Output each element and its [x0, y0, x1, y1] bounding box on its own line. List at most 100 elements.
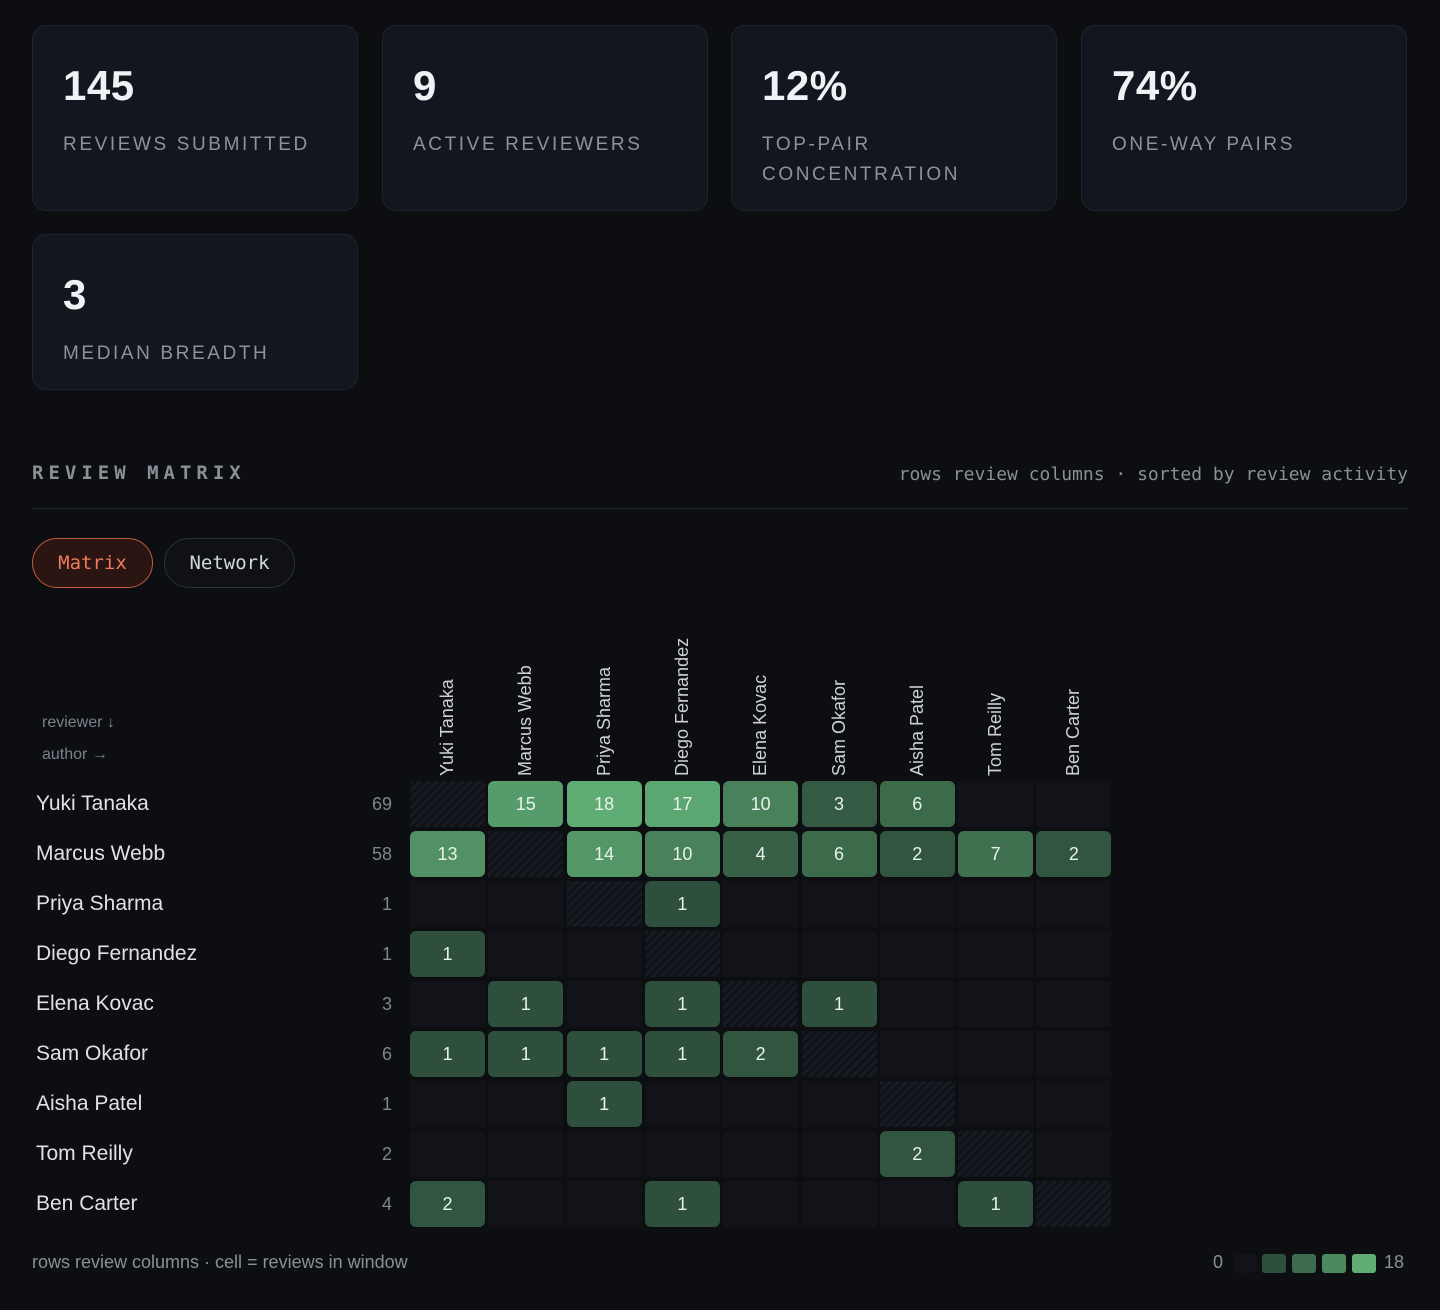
matrix-cell[interactable]: 1	[566, 1031, 642, 1077]
matrix-cell[interactable]: 1	[644, 881, 720, 927]
matrix-cell-empty	[566, 1131, 642, 1177]
matrix-cell-empty	[566, 1181, 642, 1227]
matrix-cell-empty	[958, 1081, 1034, 1127]
matrix-cell-diagonal	[958, 1131, 1034, 1177]
section-title: REVIEW MATRIX	[32, 462, 246, 484]
matrix-cell[interactable]: 3	[801, 781, 877, 827]
matrix-cell-empty	[566, 981, 642, 1027]
row-label: Marcus Webb	[36, 842, 166, 865]
reviewer-axis-hint: reviewer ↓	[42, 714, 115, 731]
matrix-cell[interactable]: 1	[410, 931, 485, 977]
stat-card-median-breadth: 3 MEDIAN BREADTH	[32, 234, 358, 390]
matrix-cell[interactable]: 2	[879, 1131, 955, 1177]
column-label: Diego Fernandez	[671, 637, 692, 776]
matrix-cell-empty	[1036, 1081, 1112, 1127]
column-label: Ben Carter	[1063, 688, 1084, 776]
matrix-cell-empty	[488, 1181, 564, 1227]
matrix-cell-empty	[879, 881, 955, 927]
column-label: Sam Okafor	[828, 679, 849, 776]
matrix-cell[interactable]: 7	[958, 831, 1034, 877]
row-label: Priya Sharma	[36, 892, 164, 915]
row-label: Diego Fernandez	[36, 942, 198, 965]
matrix-cell-empty	[958, 981, 1034, 1027]
matrix-cell[interactable]: 2	[723, 1031, 799, 1077]
stat-label: TOP-PAIR CONCENTRATION	[762, 134, 961, 185]
stat-label: MEDIAN BREADTH	[63, 343, 270, 364]
matrix-cell-empty	[958, 931, 1034, 977]
matrix-cell-diagonal	[801, 1031, 877, 1077]
section-divider	[32, 508, 1408, 509]
matrix-cell[interactable]: 2	[879, 831, 955, 877]
matrix-cell[interactable]: 1	[801, 981, 877, 1027]
matrix-cell-empty	[723, 1081, 799, 1127]
matrix-cell-diagonal	[410, 781, 485, 827]
matrix-cell[interactable]: 6	[801, 831, 877, 877]
matrix-cell-empty	[801, 1131, 877, 1177]
matrix-cell-diagonal	[488, 831, 564, 877]
matrix-cell-empty	[801, 1081, 877, 1127]
matrix-cell-empty	[488, 931, 564, 977]
matrix-cell[interactable]: 1	[644, 981, 720, 1027]
matrix-cell[interactable]: 1	[644, 1181, 720, 1227]
matrix-cell[interactable]: 10	[723, 781, 799, 827]
matrix-cell-empty	[879, 1181, 955, 1227]
row-total: 6	[381, 1044, 392, 1064]
matrix-cell-empty	[644, 1131, 720, 1177]
stat-label: REVIEWS SUBMITTED	[63, 134, 310, 155]
row-label: Elena Kovac	[36, 992, 154, 1015]
matrix-cell[interactable]: 13	[410, 831, 485, 877]
matrix-cell[interactable]: 14	[566, 831, 642, 877]
stat-card-reviews-submitted: 145 REVIEWS SUBMITTED	[32, 25, 358, 211]
row-total: 69	[371, 794, 392, 814]
matrix-cell[interactable]: 1	[410, 1031, 485, 1077]
matrix-cell[interactable]: 18	[566, 781, 642, 827]
matrix-cell-empty	[879, 931, 955, 977]
column-label: Marcus Webb	[515, 665, 536, 776]
stat-card-top-pair-concentration: 12% TOP-PAIR CONCENTRATION	[731, 25, 1057, 211]
legend-swatch	[1322, 1254, 1346, 1273]
matrix-cell-empty	[488, 1081, 564, 1127]
tab-matrix[interactable]: Matrix	[32, 538, 153, 588]
row-label: Sam Okafor	[36, 1042, 149, 1065]
matrix-cell[interactable]: 2	[410, 1181, 485, 1227]
matrix-cell[interactable]: 17	[644, 781, 720, 827]
matrix-cell[interactable]: 6	[879, 781, 955, 827]
row-total: 1	[381, 944, 392, 964]
column-label: Tom Reilly	[985, 692, 1006, 776]
matrix-cell-diagonal	[1036, 1181, 1112, 1227]
matrix-cell[interactable]: 2	[1036, 831, 1112, 877]
matrix-cell-empty	[410, 1081, 485, 1127]
matrix-cell-empty	[1036, 881, 1112, 927]
matrix-cell[interactable]: 15	[488, 781, 564, 827]
matrix-cell[interactable]: 1	[488, 981, 564, 1027]
matrix-cell[interactable]: 10	[644, 831, 720, 877]
row-total: 2	[381, 1144, 392, 1164]
tab-network[interactable]: Network	[164, 538, 295, 588]
legend-swatch	[1352, 1254, 1376, 1273]
matrix-cell-empty	[1036, 931, 1112, 977]
matrix-cell[interactable]: 1	[644, 1031, 720, 1077]
column-label: Elena Kovac	[750, 674, 771, 776]
matrix-cell[interactable]: 4	[723, 831, 799, 877]
matrix-cell[interactable]: 1	[566, 1081, 642, 1127]
stat-value: 145	[63, 62, 135, 109]
matrix-cell-empty	[1036, 981, 1112, 1027]
matrix-cell-empty	[723, 931, 799, 977]
matrix-cell-empty	[879, 981, 955, 1027]
matrix-caption: rows review columns · cell = reviews in …	[32, 1252, 408, 1272]
matrix-cell-empty	[958, 781, 1034, 827]
stat-label: ACTIVE REVIEWERS	[413, 134, 643, 155]
matrix-cell-empty	[958, 881, 1034, 927]
matrix-cell-empty	[488, 881, 564, 927]
matrix-cell[interactable]: 1	[488, 1031, 564, 1077]
stat-value: 12%	[762, 62, 848, 109]
matrix-cell-empty	[801, 881, 877, 927]
matrix-cell-empty	[410, 1131, 485, 1177]
column-label: Priya Sharma	[593, 666, 614, 776]
matrix-cell-empty	[723, 1181, 799, 1227]
matrix-cell[interactable]: 1	[958, 1181, 1034, 1227]
matrix-cell-empty	[410, 881, 485, 927]
row-label: Ben Carter	[36, 1192, 138, 1215]
matrix-cell-empty	[410, 981, 485, 1027]
matrix-cell-empty	[723, 881, 799, 927]
